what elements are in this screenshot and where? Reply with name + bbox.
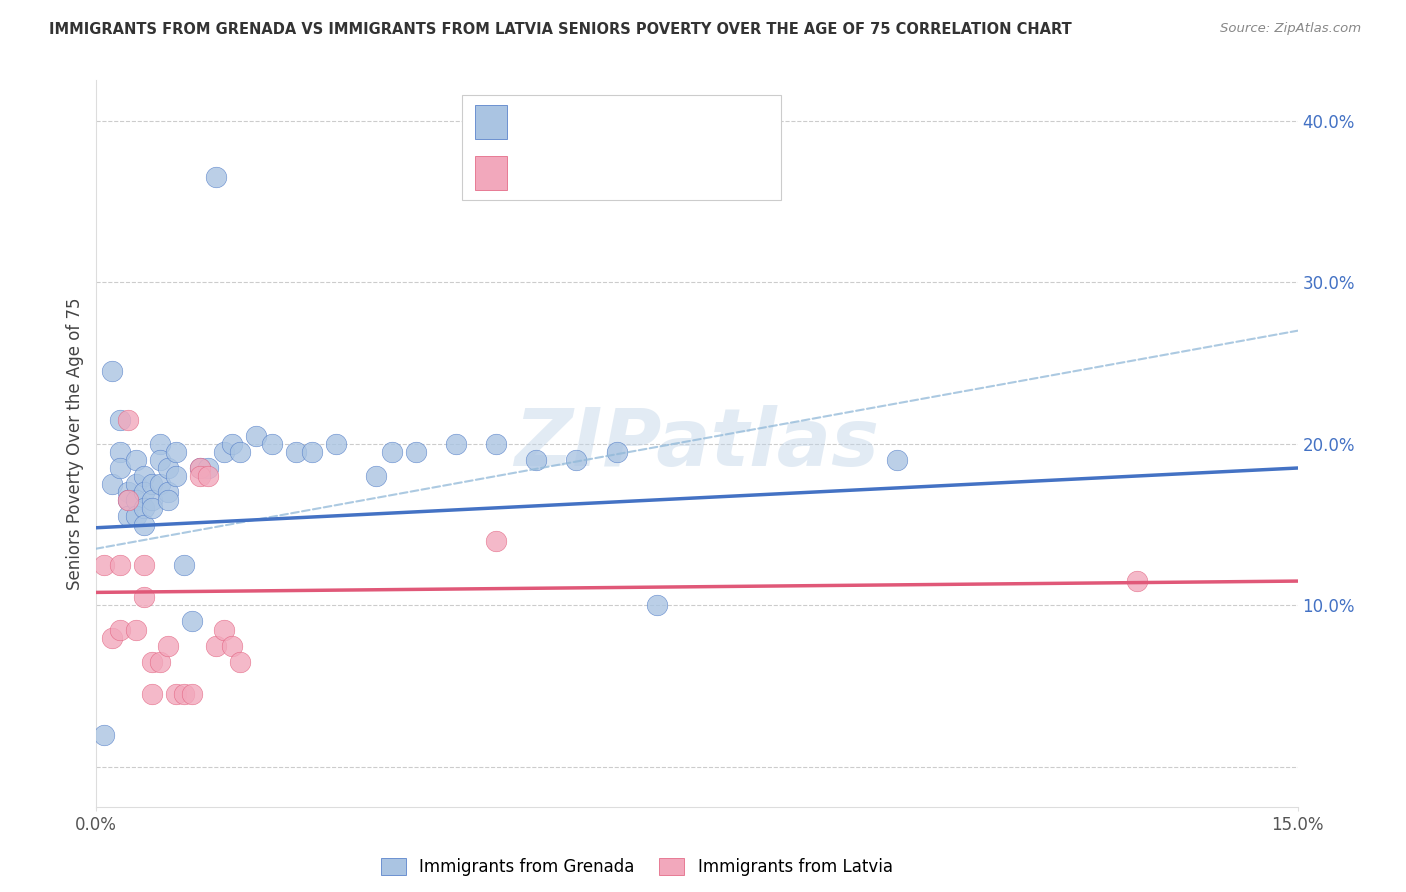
Point [149, 655, 172, 669]
Point [188, 469, 211, 483]
Point [124, 493, 148, 508]
Point [124, 509, 148, 524]
Point [124, 477, 148, 491]
Point [444, 437, 467, 451]
Point [180, 615, 202, 629]
Point [188, 461, 211, 475]
Point [165, 687, 187, 701]
Point [117, 493, 139, 508]
Point [132, 501, 155, 516]
Point [132, 558, 155, 572]
Point [180, 687, 202, 701]
Point [149, 477, 172, 491]
Point [117, 509, 139, 524]
Point [485, 533, 508, 548]
Text: ZIPatlas: ZIPatlas [515, 405, 879, 483]
Point [156, 639, 179, 653]
Point [124, 623, 148, 637]
Point [526, 453, 548, 467]
Point [229, 445, 252, 459]
Point [381, 445, 404, 459]
Point [886, 453, 908, 467]
Point [645, 599, 668, 613]
Point [1126, 574, 1149, 588]
Point [165, 445, 187, 459]
Point [132, 485, 155, 500]
Point [173, 558, 195, 572]
Point [132, 469, 155, 483]
Point [93, 728, 115, 742]
Point [100, 364, 122, 378]
Point [100, 631, 122, 645]
Point [212, 445, 235, 459]
Point [325, 437, 347, 451]
Point [485, 437, 508, 451]
Point [156, 493, 179, 508]
Point [221, 437, 243, 451]
Point [149, 453, 172, 467]
Point [173, 687, 195, 701]
Point [108, 558, 131, 572]
Point [108, 461, 131, 475]
Point [141, 493, 163, 508]
Point [108, 412, 131, 426]
Point [100, 477, 122, 491]
Point [141, 655, 163, 669]
Point [221, 639, 243, 653]
Point [188, 461, 211, 475]
Point [229, 655, 252, 669]
Point [245, 428, 267, 442]
Text: IMMIGRANTS FROM GRENADA VS IMMIGRANTS FROM LATVIA SENIORS POVERTY OVER THE AGE O: IMMIGRANTS FROM GRENADA VS IMMIGRANTS FR… [49, 22, 1071, 37]
Point [117, 412, 139, 426]
Point [205, 170, 228, 185]
Point [156, 461, 179, 475]
Point [565, 453, 588, 467]
Point [141, 501, 163, 516]
Point [124, 453, 148, 467]
Point [93, 558, 115, 572]
Point [366, 469, 388, 483]
Point [108, 445, 131, 459]
Point [197, 461, 219, 475]
Point [212, 623, 235, 637]
Point [117, 485, 139, 500]
Point [405, 445, 427, 459]
Point [260, 437, 283, 451]
Point [156, 485, 179, 500]
Point [117, 493, 139, 508]
Point [205, 639, 228, 653]
Point [606, 445, 628, 459]
Point [284, 445, 308, 459]
Point [149, 437, 172, 451]
Legend: Immigrants from Grenada, Immigrants from Latvia: Immigrants from Grenada, Immigrants from… [374, 851, 900, 882]
Point [165, 469, 187, 483]
Point [197, 469, 219, 483]
Text: Source: ZipAtlas.com: Source: ZipAtlas.com [1220, 22, 1361, 36]
Point [132, 591, 155, 605]
Point [108, 623, 131, 637]
Point [141, 477, 163, 491]
Y-axis label: Seniors Poverty Over the Age of 75: Seniors Poverty Over the Age of 75 [66, 298, 84, 590]
Point [141, 687, 163, 701]
Point [301, 445, 323, 459]
Point [132, 517, 155, 532]
